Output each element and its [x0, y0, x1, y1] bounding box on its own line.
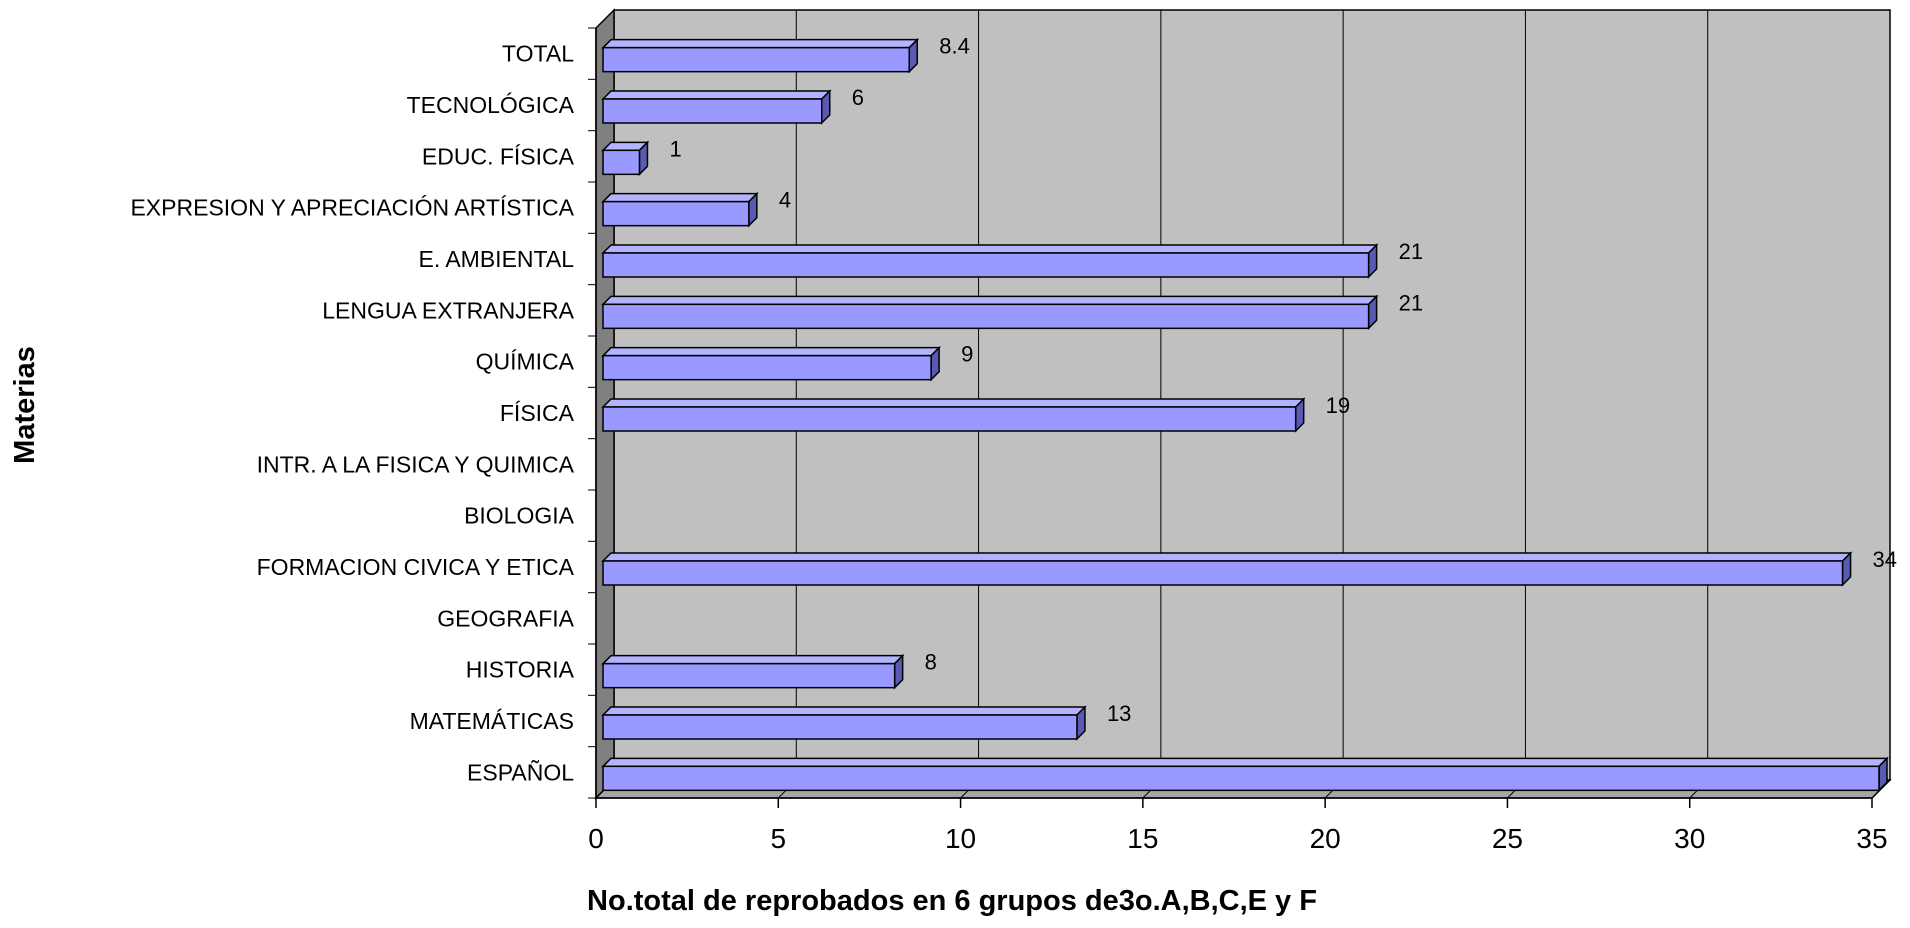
x-tick-label: 5 [770, 823, 786, 854]
x-tick-label: 15 [1127, 823, 1158, 854]
category-label: LENGUA EXTRANJERA [322, 297, 574, 323]
category-label: QUÍMICA [476, 349, 575, 375]
data-label: 8 [925, 650, 937, 675]
category-label: ESPAÑOL [467, 759, 574, 785]
x-tick-label: 35 [1856, 823, 1887, 854]
category-label: BIOLOGIA [464, 503, 575, 529]
data-label: 1 [669, 136, 681, 161]
bar [601, 397, 1306, 433]
bar-front [602, 560, 1844, 586]
bar-front [602, 354, 932, 381]
bar-top [601, 398, 1306, 408]
bar-front [602, 46, 910, 73]
data-label: 9 [961, 342, 973, 367]
bar-top [601, 38, 920, 49]
bar-top [601, 552, 1853, 562]
x-tick-label: 30 [1674, 823, 1705, 854]
data-label: 8.4 [939, 34, 970, 59]
category-label: FÍSICA [500, 400, 575, 426]
bar-front [602, 200, 750, 227]
bar [601, 705, 1087, 741]
category-label: MATEMÁTICAS [410, 708, 574, 734]
bar [601, 756, 1889, 793]
bar-top [601, 346, 941, 357]
bar [601, 243, 1379, 279]
data-label: 13 [1107, 701, 1131, 726]
plot-back-wall [613, 9, 1891, 781]
data-label: 6 [852, 85, 864, 110]
bar-top [601, 706, 1087, 716]
bar [601, 89, 832, 125]
x-tick-label: 0 [588, 823, 604, 854]
data-labels: 8.461421219193481335 [669, 34, 1910, 778]
category-label: TOTAL [502, 41, 574, 67]
bar-front [602, 406, 1297, 432]
x-tick-label: 10 [945, 823, 976, 854]
data-label: 19 [1326, 393, 1350, 418]
bar-top [601, 654, 905, 665]
bar-top [601, 90, 832, 100]
category-label: E. AMBIENTAL [418, 246, 574, 272]
data-label: 34 [1873, 547, 1897, 572]
bar-top [601, 757, 1889, 768]
category-label: EXPRESION Y APRECIACIÓN ARTÍSTICA [130, 195, 574, 221]
category-label: GEOGRAFIA [437, 605, 574, 631]
bar-top [601, 192, 759, 203]
bars [601, 37, 1889, 793]
bar-top [601, 295, 1379, 306]
bar [601, 345, 941, 382]
bar [601, 140, 650, 177]
bar-front [602, 662, 896, 689]
bar-front [602, 765, 1880, 792]
category-label: TECNOLÓGICA [407, 92, 575, 118]
data-label: 4 [779, 188, 791, 213]
bar [601, 551, 1853, 587]
bar-front [602, 252, 1370, 278]
bar-front [602, 98, 823, 124]
category-label: INTR. A LA FISICA Y QUIMICA [257, 451, 575, 477]
category-labels: TOTAL TECNOLÓGICA EDUC. FÍSICA EXPRESION Y … [130, 41, 574, 786]
data-label: 21 [1399, 290, 1423, 315]
category-label: HISTORIA [466, 657, 575, 683]
bar-front [602, 149, 641, 176]
category-label: EDUC. FÍSICA [422, 143, 575, 169]
x-tick-label: 25 [1492, 823, 1523, 854]
x-axis: 0 5 10 15 20 25 30 35 [588, 28, 1888, 854]
data-label: 21 [1399, 239, 1423, 264]
bar-front [602, 303, 1370, 330]
bar [601, 37, 920, 74]
bar [601, 653, 905, 690]
bar-top [601, 244, 1379, 254]
category-label: FORMACION CIVICA Y ETICA [257, 554, 575, 580]
x-tick-label: 20 [1310, 823, 1341, 854]
y-axis-title: Materias [9, 346, 41, 464]
x-axis-title: No.total de reprobados en 6 grupos de3o.… [587, 885, 1317, 917]
bar [601, 191, 759, 228]
bar-front [602, 714, 1078, 740]
bar [601, 294, 1379, 331]
